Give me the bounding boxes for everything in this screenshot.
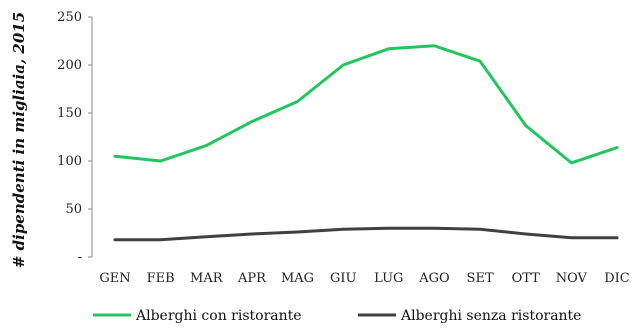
y-axis-label: # dipendenti in migliaia, 2015 <box>10 12 28 268</box>
x-axis-ticks: GEN FEB MAR APR MAG GIU LUG AGO SET OTT NOV DIC <box>99 271 629 286</box>
x-tick-label: APR <box>237 271 267 286</box>
x-tick-label: AGO <box>418 271 449 286</box>
y-tick-label: 200 <box>57 58 82 73</box>
x-tick-label: NOV <box>556 271 588 286</box>
y-tick-label: 100 <box>57 154 82 169</box>
x-tick-label: GEN <box>99 271 130 286</box>
series-lines <box>113 44 619 242</box>
x-tick-label: SET <box>467 271 494 286</box>
x-tick-label: GIU <box>330 271 357 286</box>
legend-label-1: Alberghi con ristorante <box>135 308 302 324</box>
x-tick-label: MAG <box>281 271 314 286</box>
y-tick-label: 250 <box>57 10 82 25</box>
series-line-2 <box>113 226 619 242</box>
legend-label-2: Alberghi senza ristorante <box>400 308 581 324</box>
x-tick-label: DIC <box>604 271 630 286</box>
x-tick-label: LUG <box>374 271 403 286</box>
y-axis-ticks: - 50 100 150 200 250 <box>57 10 92 265</box>
x-tick-label: FEB <box>147 271 175 286</box>
y-tick-label: 150 <box>57 106 82 121</box>
x-tick-label: OTT <box>512 271 541 286</box>
y-tick-label: - <box>78 250 82 265</box>
y-tick-label: 50 <box>65 202 82 217</box>
legend: Alberghi con ristorante Alberghi senza ri… <box>93 308 581 324</box>
series-line-1 <box>113 44 619 165</box>
x-tick-label: MAR <box>190 271 224 286</box>
